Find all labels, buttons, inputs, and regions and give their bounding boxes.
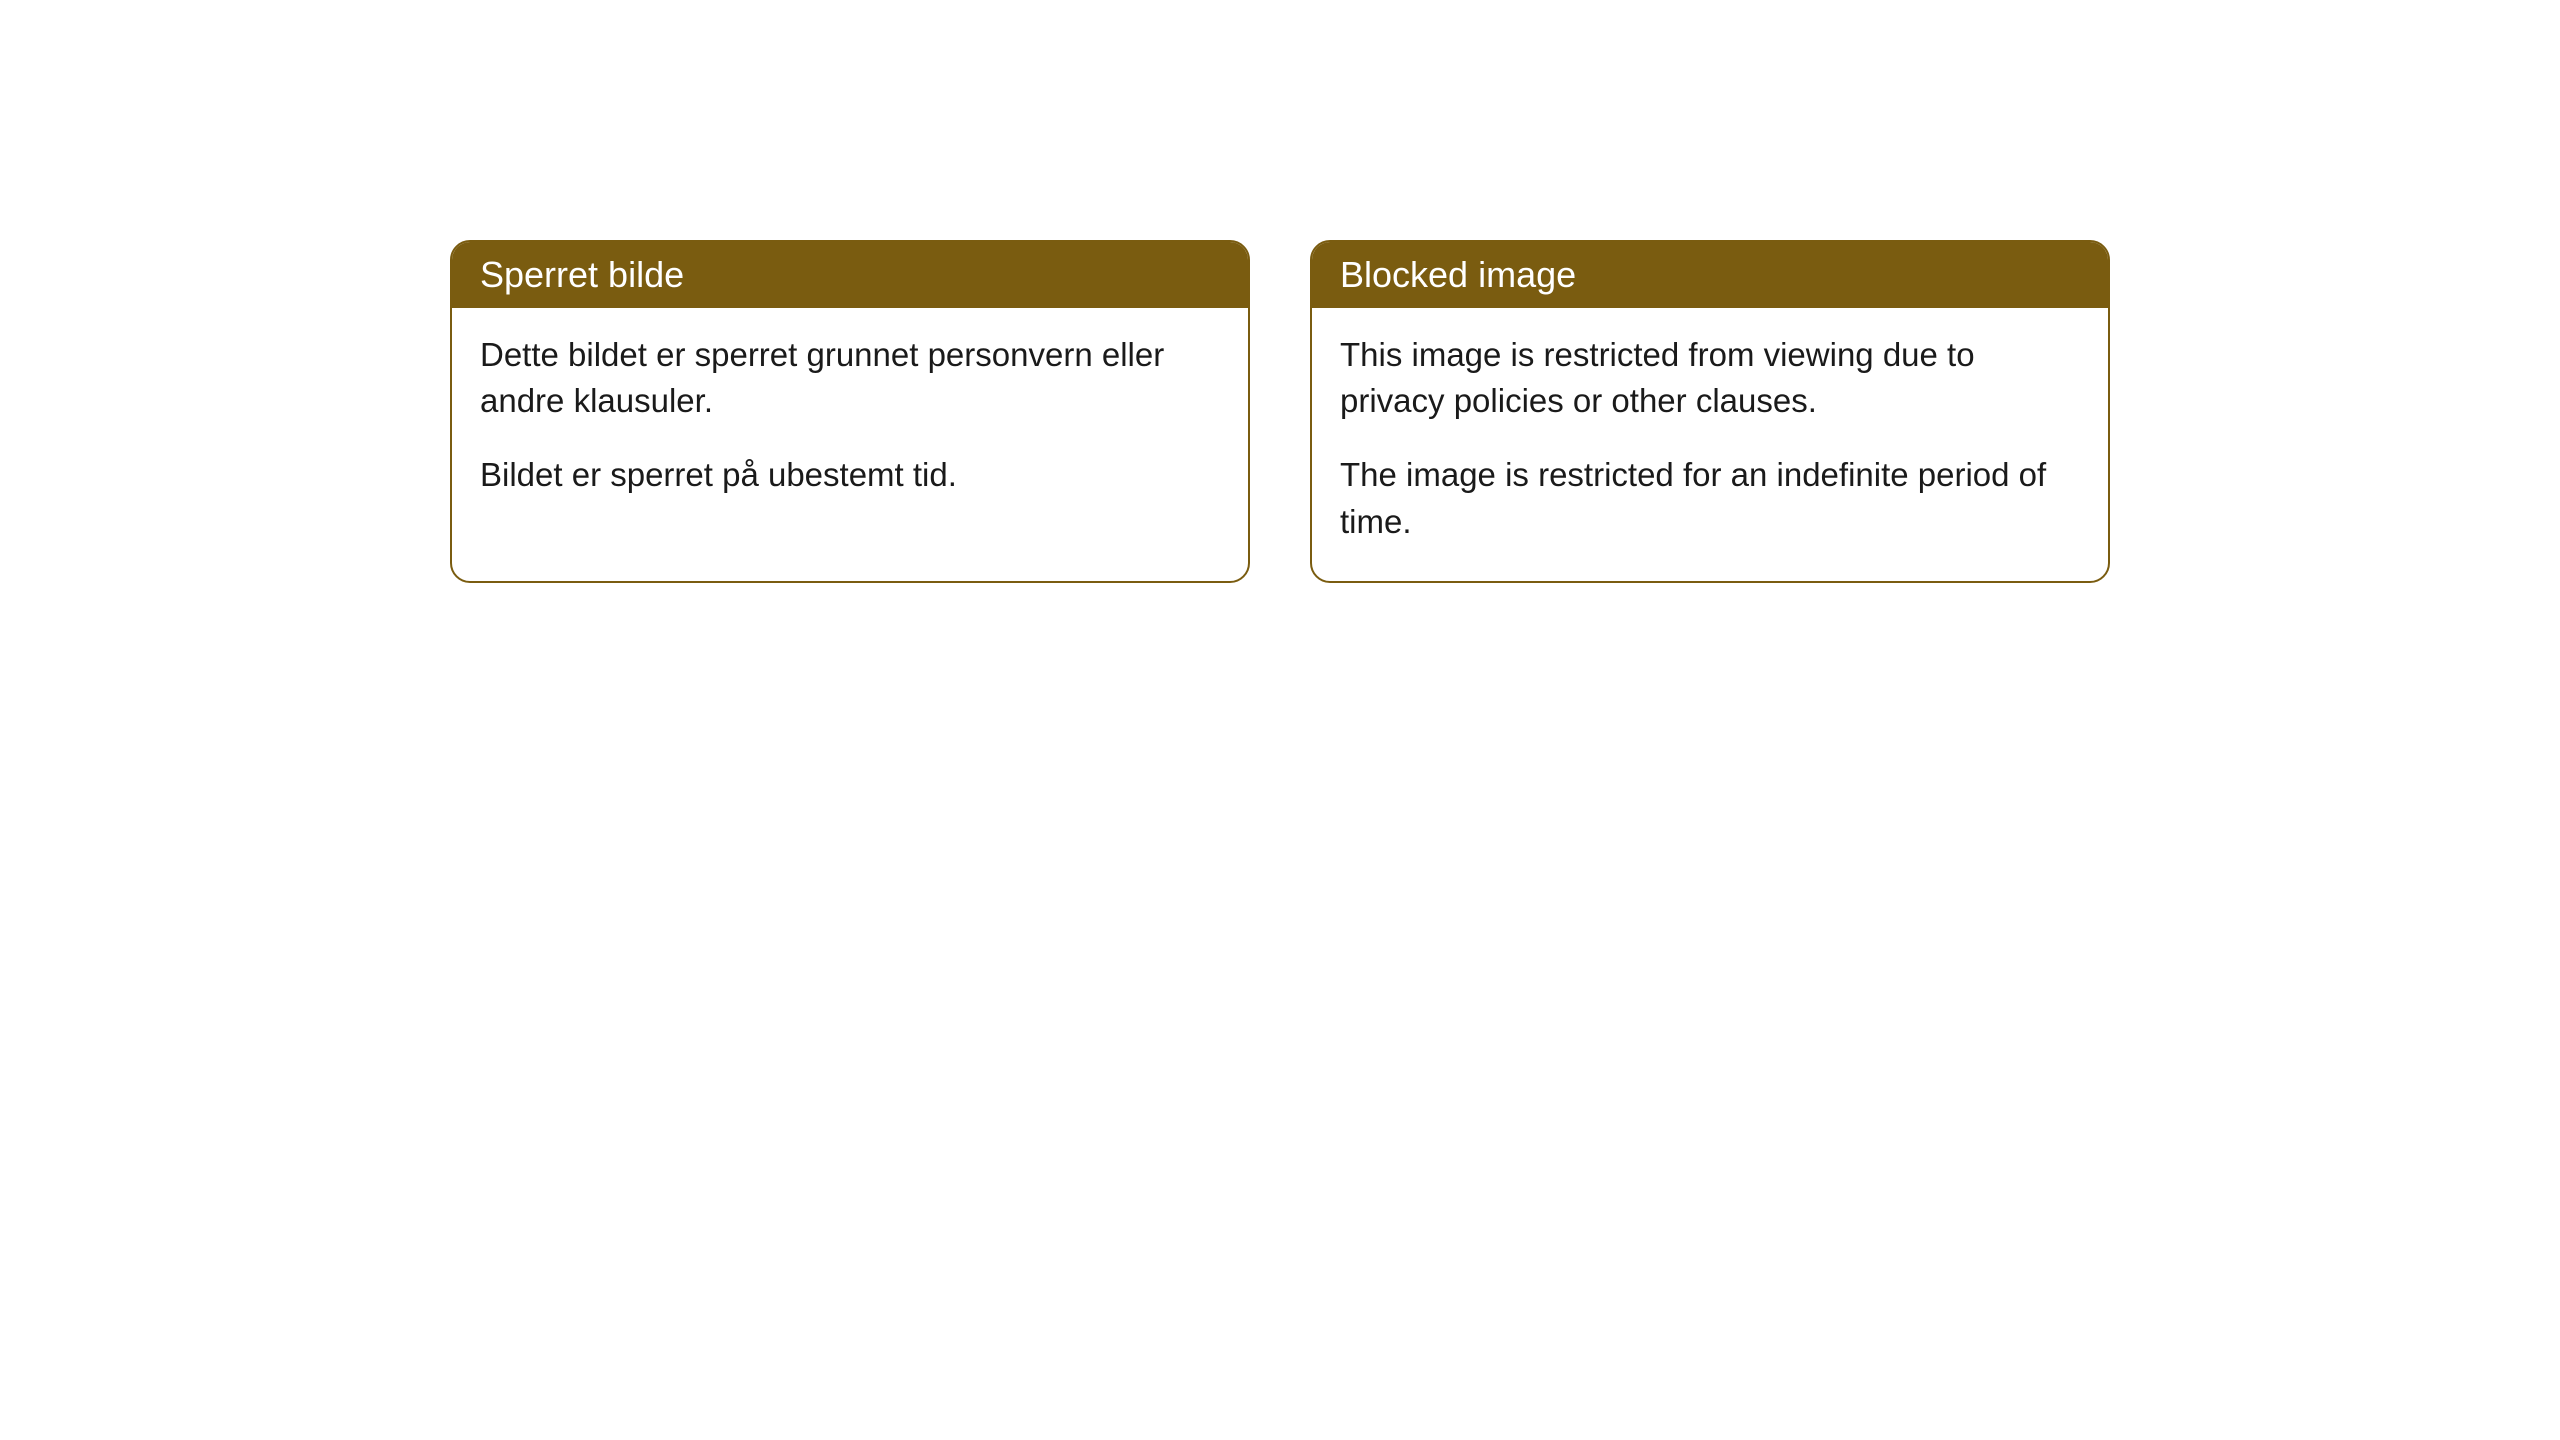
card-body-english: This image is restricted from viewing du… <box>1312 308 2108 581</box>
blocked-image-card-english: Blocked image This image is restricted f… <box>1310 240 2110 583</box>
blocked-image-card-norwegian: Sperret bilde Dette bildet er sperret gr… <box>450 240 1250 583</box>
card-paragraph-1: This image is restricted from viewing du… <box>1340 332 2080 424</box>
card-paragraph-1: Dette bildet er sperret grunnet personve… <box>480 332 1220 424</box>
card-title: Blocked image <box>1340 254 1576 295</box>
card-header-norwegian: Sperret bilde <box>452 242 1248 308</box>
notice-cards-container: Sperret bilde Dette bildet er sperret gr… <box>450 240 2110 583</box>
card-paragraph-2: Bildet er sperret på ubestemt tid. <box>480 452 1220 498</box>
card-header-english: Blocked image <box>1312 242 2108 308</box>
card-title: Sperret bilde <box>480 254 684 295</box>
card-paragraph-2: The image is restricted for an indefinit… <box>1340 452 2080 544</box>
card-body-norwegian: Dette bildet er sperret grunnet personve… <box>452 308 1248 535</box>
